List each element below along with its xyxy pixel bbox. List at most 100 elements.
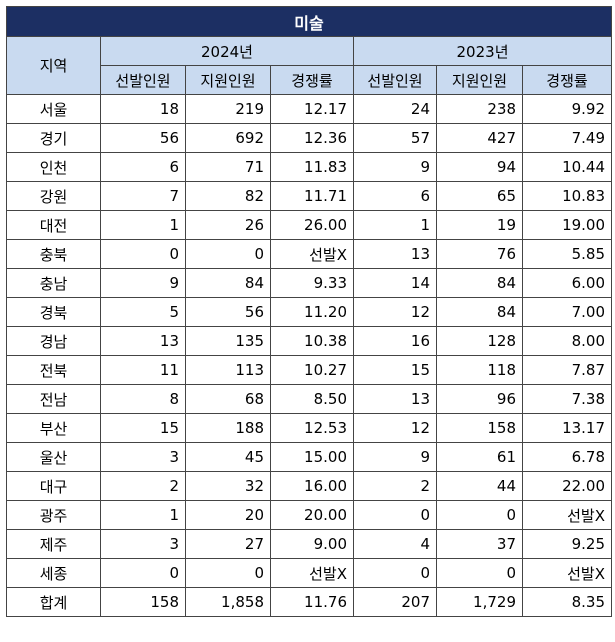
cell-selected-2023: 6: [353, 181, 437, 211]
table-row: 광주 1 20 20.00 0 0 선발X: [6, 500, 613, 530]
cell-selected-2024: 5: [100, 297, 186, 327]
cell-ratio-2024: 20.00: [270, 500, 354, 530]
table-row: 합계 158 1,858 11.76 207 1,729 8.35: [6, 587, 613, 617]
header-applicants-2023: 지원인원: [436, 65, 523, 95]
cell-applicants-2024: 27: [185, 529, 271, 559]
cell-ratio-2024: 12.53: [270, 413, 354, 443]
cell-ratio-2024: 선발X: [270, 558, 354, 588]
cell-selected-2023: 57: [353, 123, 437, 153]
cell-ratio-2024: 8.50: [270, 384, 354, 414]
cell-ratio-2024: 16.00: [270, 471, 354, 501]
header-selected-2024: 선발인원: [100, 65, 186, 95]
table-row: 경기 56 692 12.36 57 427 7.49: [6, 123, 613, 153]
cell-applicants-2023: 0: [436, 558, 523, 588]
cell-ratio-2023: 5.85: [521, 239, 613, 269]
cell-region: 서울: [6, 94, 101, 124]
cell-ratio-2023: 7.49: [521, 123, 613, 153]
cell-selected-2023: 4: [353, 529, 437, 559]
cell-selected-2024: 15: [100, 413, 186, 443]
cell-selected-2023: 16: [353, 326, 437, 356]
table-row: 제주 3 27 9.00 4 37 9.25: [6, 529, 613, 559]
cell-ratio-2024: 9.33: [270, 268, 354, 298]
cell-region: 충남: [6, 268, 101, 298]
cell-selected-2023: 15: [353, 355, 437, 385]
cell-applicants-2023: 427: [436, 123, 523, 153]
table-container: 미술 지역 2024년 2023년 선발인원 지원인원 경쟁률 선발인원 지원인…: [5, 6, 613, 617]
cell-applicants-2024: 56: [185, 297, 271, 327]
cell-selected-2024: 158: [100, 587, 186, 617]
cell-selected-2023: 14: [353, 268, 437, 298]
cell-region: 세종: [6, 558, 101, 588]
cell-applicants-2023: 94: [436, 152, 523, 182]
cell-applicants-2024: 188: [185, 413, 271, 443]
cell-ratio-2023: 7.87: [521, 355, 613, 385]
cell-ratio-2024: 11.76: [270, 587, 354, 617]
table-row: 대전 1 26 26.00 1 19 19.00: [6, 210, 613, 240]
header-ratio-2023: 경쟁률: [521, 65, 613, 95]
table-title: 미술: [5, 6, 613, 37]
cell-applicants-2024: 26: [185, 210, 271, 240]
cell-selected-2023: 2: [353, 471, 437, 501]
cell-selected-2023: 1: [353, 210, 437, 240]
cell-ratio-2024: 11.83: [270, 152, 354, 182]
cell-region: 경남: [6, 326, 101, 356]
cell-region: 울산: [6, 442, 101, 472]
cell-applicants-2023: 44: [436, 471, 523, 501]
cell-region: 충북: [6, 239, 101, 269]
cell-applicants-2024: 82: [185, 181, 271, 211]
cell-selected-2024: 13: [100, 326, 186, 356]
cell-ratio-2024: 선발X: [270, 239, 354, 269]
cell-selected-2024: 0: [100, 239, 186, 269]
cell-region: 경북: [6, 297, 101, 327]
cell-ratio-2023: 19.00: [521, 210, 613, 240]
cell-selected-2024: 3: [100, 529, 186, 559]
cell-selected-2023: 12: [353, 297, 437, 327]
cell-ratio-2024: 11.20: [270, 297, 354, 327]
cell-applicants-2024: 0: [185, 239, 271, 269]
cell-region: 강원: [6, 181, 101, 211]
cell-applicants-2024: 113: [185, 355, 271, 385]
cell-selected-2024: 1: [100, 500, 186, 530]
cell-ratio-2023: 9.92: [521, 94, 613, 124]
cell-applicants-2023: 118: [436, 355, 523, 385]
cell-applicants-2023: 65: [436, 181, 523, 211]
cell-ratio-2023: 6.00: [521, 268, 613, 298]
cell-applicants-2023: 84: [436, 268, 523, 298]
cell-selected-2023: 13: [353, 239, 437, 269]
cell-region: 합계: [6, 587, 101, 617]
cell-selected-2023: 9: [353, 152, 437, 182]
cell-applicants-2024: 84: [185, 268, 271, 298]
cell-applicants-2024: 135: [185, 326, 271, 356]
cell-ratio-2023: 7.38: [521, 384, 613, 414]
cell-region: 전북: [6, 355, 101, 385]
header-year-2023: 2023년: [352, 36, 613, 66]
cell-selected-2023: 24: [353, 94, 437, 124]
header-selected-2023: 선발인원: [353, 65, 437, 95]
cell-ratio-2024: 15.00: [270, 442, 354, 472]
cell-applicants-2024: 219: [185, 94, 271, 124]
table-row: 세종 0 0 선발X 0 0 선발X: [6, 558, 613, 588]
table-row: 울산 3 45 15.00 9 61 6.78: [6, 442, 613, 472]
table-row: 인천 6 71 11.83 9 94 10.44: [6, 152, 613, 182]
cell-applicants-2023: 76: [436, 239, 523, 269]
table-row: 대구 2 32 16.00 2 44 22.00: [6, 471, 613, 501]
cell-selected-2023: 207: [353, 587, 437, 617]
cell-applicants-2023: 19: [436, 210, 523, 240]
cell-ratio-2023: 6.78: [521, 442, 613, 472]
header-year-2024: 2024년: [100, 36, 354, 66]
cell-applicants-2023: 238: [436, 94, 523, 124]
header-ratio-2024: 경쟁률: [270, 65, 354, 95]
cell-applicants-2024: 0: [185, 558, 271, 588]
header-applicants-2024: 지원인원: [185, 65, 271, 95]
cell-applicants-2023: 61: [436, 442, 523, 472]
table-row: 경북 5 56 11.20 12 84 7.00: [6, 297, 613, 327]
cell-region: 대전: [6, 210, 101, 240]
cell-selected-2024: 3: [100, 442, 186, 472]
cell-ratio-2024: 9.00: [270, 529, 354, 559]
cell-applicants-2023: 96: [436, 384, 523, 414]
table-row: 충북 0 0 선발X 13 76 5.85: [6, 239, 613, 269]
cell-selected-2024: 18: [100, 94, 186, 124]
cell-ratio-2023: 10.83: [521, 181, 613, 211]
cell-ratio-2023: 9.25: [521, 529, 613, 559]
cell-applicants-2023: 1,729: [436, 587, 523, 617]
